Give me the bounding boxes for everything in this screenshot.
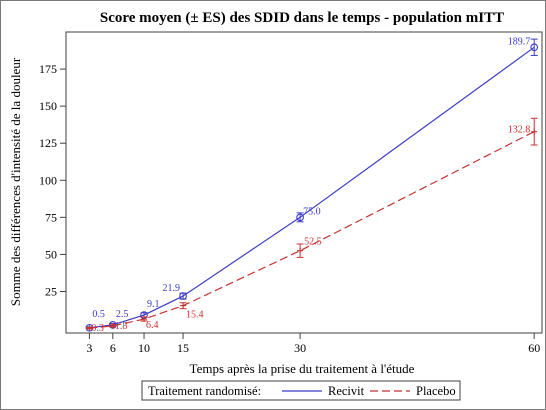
plot-area xyxy=(66,32,542,333)
x-tick-label-6: 6 xyxy=(110,341,116,355)
x-axis: 3 6 10 15 30 60 xyxy=(86,333,540,355)
data-label-placebo-60: 132.8 xyxy=(508,124,531,135)
y-axis-label: Somme des différences d'intensité de la … xyxy=(8,57,23,306)
legend-label-placebo: Placebo xyxy=(416,384,456,398)
x-tick-label-15: 15 xyxy=(177,341,189,355)
y-tick-label-25: 25 xyxy=(45,284,57,298)
y-tick-label-175: 175 xyxy=(39,62,57,76)
y-axis: 25 50 75 100 125 150 175 xyxy=(39,62,66,298)
data-label-recivit-10: 9.1 xyxy=(147,299,160,310)
data-label-placebo-30: 52.5 xyxy=(304,237,322,248)
data-point-placebo-60 xyxy=(531,129,537,135)
data-label-recivit-30: 75.0 xyxy=(303,206,321,217)
data-label-placebo-3: 0.3 xyxy=(91,323,104,334)
data-label-placebo-15: 15.4 xyxy=(186,310,204,321)
data-point-placebo-15 xyxy=(180,303,186,309)
x-tick-label-60: 60 xyxy=(528,341,540,355)
data-label-placebo-10: 6.4 xyxy=(146,320,159,331)
legend: Traitement randomisé: Recivit Placebo xyxy=(142,381,460,400)
series-layer: 0.5 2.5 9.121.9 75.0 189.7 0.3 1.8 6.4 15.4 52.5 1… xyxy=(86,36,538,334)
x-axis-label: Temps après la prise du traitement à l'é… xyxy=(190,361,415,376)
y-tick-label-100: 100 xyxy=(39,173,57,187)
series-line-recivit xyxy=(89,47,534,328)
data-point-placebo-30 xyxy=(297,248,303,254)
chart-title: Score moyen (± ES) des SDID dans le temp… xyxy=(100,10,504,26)
x-tick-label-3: 3 xyxy=(86,341,92,355)
y-tick-label-75: 75 xyxy=(45,210,57,224)
legend-title: Traitement randomisé: xyxy=(148,384,261,398)
data-label-recivit-6: 2.5 xyxy=(116,309,129,320)
x-tick-label-10: 10 xyxy=(138,341,150,355)
data-label-recivit-60: 189.7 xyxy=(508,36,531,47)
data-label-recivit-3: 0.5 xyxy=(92,309,105,320)
series-recivit: 0.5 2.5 9.121.9 75.0 189.7 xyxy=(86,36,538,331)
legend-label-recivit: Recivit xyxy=(328,384,365,398)
y-tick-label-50: 50 xyxy=(45,247,57,261)
x-tick-label-30: 30 xyxy=(294,341,306,355)
y-tick-label-125: 125 xyxy=(39,136,57,150)
data-label-placebo-6: 1.8 xyxy=(115,321,128,332)
y-tick-label-150: 150 xyxy=(39,99,57,113)
data-label-recivit-15: 21.9 xyxy=(163,283,181,294)
